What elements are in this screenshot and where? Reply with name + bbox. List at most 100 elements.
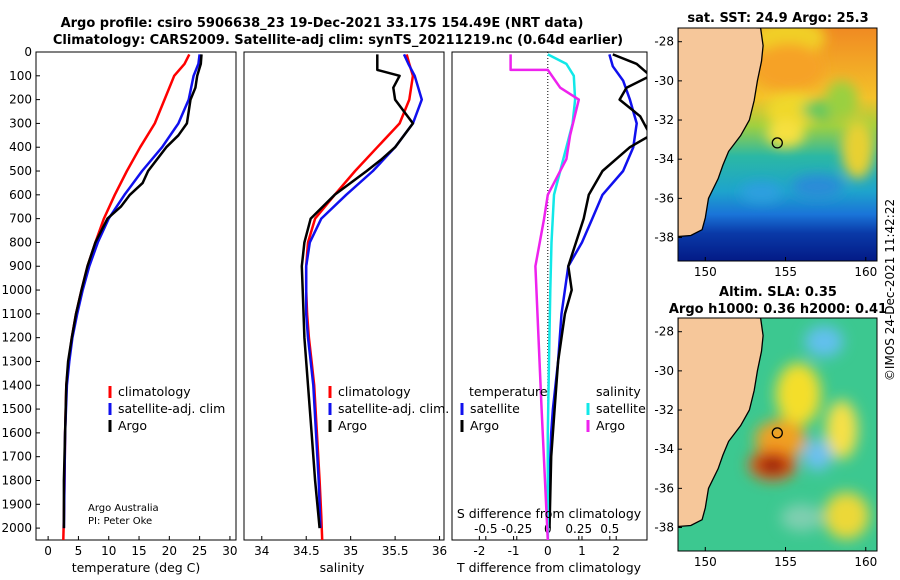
x-tick-label: 34 [254,544,269,558]
s-tick-label: 0.5 [600,522,619,536]
salinity-legend: climatology satellite-adj. clim. Argo [328,384,449,433]
field-anomaly-patch [824,492,869,540]
sst-lon-tick-labels: 150 155 160 [694,257,877,279]
lon-tick-label: 160 [854,265,877,279]
legend-label-temp-satellite: satellite [470,401,520,416]
temperature-axis-label: temperature (deg C) [72,560,201,575]
land-mask [678,28,764,238]
s-tick-label: -0.5 [474,522,497,536]
lat-tick-label: -30 [654,364,674,378]
legend-label-sal-argo: Argo [596,418,625,433]
legend-label-satellite-adj: satellite-adj. clim [118,401,225,416]
field-anomaly-patch [758,456,788,474]
x-tick-label: 35 [343,544,358,558]
sla-map-frame [677,317,878,552]
x-tick-label: 36 [432,544,447,558]
sst-map-frame [677,27,878,262]
legend-label-sal-satellite: satellite [596,401,646,416]
depth-tick-label: 0 [24,45,32,59]
depth-tick-label: 1400 [1,378,32,392]
lat-tick-label: -32 [654,403,674,417]
x-tick-label: -1 [508,544,520,558]
lat-tick-label: -36 [654,481,674,495]
depth-tick-label: 2000 [1,521,32,535]
s-tick-label: 0.25 [565,522,592,536]
depth-tick-label: 400 [9,140,32,154]
field-anomaly-patch [803,439,833,471]
legend-title-salinity: salinity [596,384,641,399]
depth-tick-label: 1600 [1,426,32,440]
depth-tick-label: 700 [9,212,32,226]
lon-tick-label: 155 [774,555,797,569]
field-anomaly-patch [780,504,823,532]
x-tick-label: 2 [612,544,620,558]
figure-title-line1: Argo profile: csiro 5906638_23 19-Dec-20… [61,16,584,31]
lon-tick-label: 150 [694,265,717,279]
depth-tick-label: 1900 [1,497,32,511]
depth-tick-label: 1300 [1,354,32,368]
legend-label-argo: Argo [338,418,367,433]
lat-tick-label: -32 [654,113,674,127]
lat-tick-label: -34 [654,152,674,166]
x-tick-label: 1 [578,544,586,558]
lon-tick-label: 160 [854,555,877,569]
field-anomaly-patch [755,419,807,459]
argo-location-marker [771,137,783,149]
land-mask [678,318,764,528]
field-anomaly-patch [825,400,858,459]
field-anomaly-patch [766,120,805,148]
salinity-axes-box [243,51,445,541]
field-anomaly-patch [753,43,825,91]
field-anomaly-patch [841,120,874,179]
series-line-temperature-argo [548,53,647,529]
s-difference-axis-label: S difference from climatology [457,506,642,521]
x-tick-label: 15 [131,544,146,558]
temperature-legend: climatology satellite-adj. clim Argo [108,384,225,433]
legend-title-temperature: temperature [469,384,548,399]
depth-tick-label: 1500 [1,402,32,416]
field-anomaly-patch [775,363,821,426]
credit-org: Argo Australia [88,503,159,514]
salinity-tick-labels: 34 34.5 35 35.5 36 [254,536,447,558]
lat-tick-label: -38 [654,521,674,535]
series-line-salinity-argo [509,54,581,540]
lat-tick-label: -38 [654,231,674,245]
difference-profile-panel: -2 -1 0 1 2 -0.5 -0.25 0 0.25 0.5 T difference f… [451,51,648,575]
x-tick-label: 35.5 [382,544,409,558]
salinity-axis-label: salinity [320,560,365,575]
depth-tick-label: 300 [9,116,32,130]
x-tick-label: 0 [544,544,552,558]
legend-label-satellite-adj: satellite-adj. clim. [338,401,449,416]
x-tick-label: 0 [44,544,52,558]
lat-tick-label: -36 [654,191,674,205]
depth-tick-labels: 0 100 200 300 400 500 600 700 800 900 1000 1100 1200… [1,45,456,535]
x-tick-label: -2 [473,544,485,558]
x-tick-label: 10 [101,544,116,558]
temperature-profile-panel: 0100200300400500600700800900100011001200… [1,45,456,575]
depth-tick-label: 1700 [1,450,32,464]
series-line-satellite-adj-clim [304,53,424,529]
field-anomaly-patch [791,174,844,199]
imos-timestamp: ©IMOS 24-Dec-2021 11:42:22 [883,199,897,381]
x-tick-label: 5 [75,544,83,558]
legend-label-argo: Argo [118,418,147,433]
field-anomaly-patch [740,182,783,203]
lat-tick-label: -34 [654,442,674,456]
lat-tick-label: -30 [654,74,674,88]
depth-tick-label: 600 [9,188,32,202]
legend-label-climatology: climatology [118,384,191,399]
lon-tick-label: 150 [694,555,717,569]
sst-map-title: sat. SST: 24.9 Argo: 25.3 [687,11,868,26]
x-tick-label: 34.5 [293,544,320,558]
legend-label-climatology: climatology [338,384,411,399]
difference-legend: temperature satellite Argo salinity sate… [460,384,646,433]
series-line-argo [62,54,203,529]
salinity-profile-panel: 34 34.5 35 35.5 36 salinity climatology sate… [243,51,449,575]
series-line-temperature-satellite [546,54,638,540]
x-tick-label: 20 [162,544,177,558]
lat-tick-label: -28 [654,325,674,339]
depth-tick-label: 200 [9,93,32,107]
sst-map-panel: sat. SST: 24.9 Argo: 25.3 -28 -30 -32 -34 -3… [654,11,878,279]
sla-map-panel: Altim. SLA: 0.35 Argo h1000: 0.36 h2000:… [654,285,887,569]
